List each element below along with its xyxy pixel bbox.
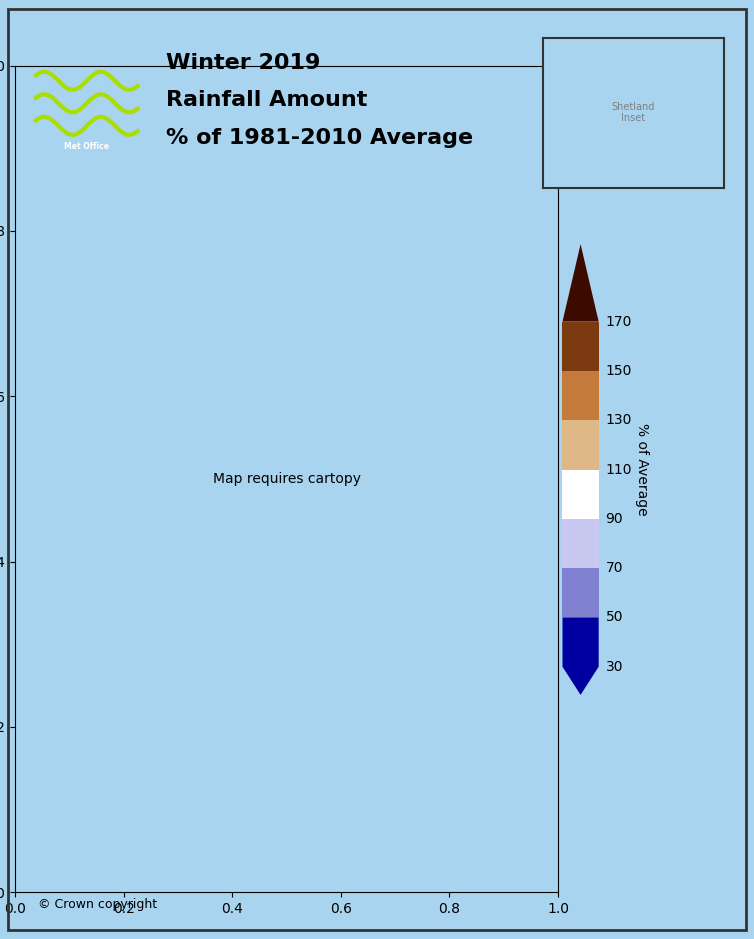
Text: Map requires cartopy: Map requires cartopy <box>213 472 360 485</box>
Text: 70: 70 <box>605 562 623 575</box>
Text: % of 1981-2010 Average: % of 1981-2010 Average <box>166 128 473 148</box>
Polygon shape <box>562 568 599 618</box>
Polygon shape <box>562 371 599 420</box>
Text: 30: 30 <box>605 660 623 673</box>
Polygon shape <box>562 244 599 321</box>
Text: % of Average: % of Average <box>635 423 648 516</box>
Text: © Crown copyright: © Crown copyright <box>38 898 157 911</box>
Text: 130: 130 <box>605 413 632 427</box>
Text: 90: 90 <box>605 512 623 526</box>
Text: 170: 170 <box>605 315 632 329</box>
Text: Shetland
Inset: Shetland Inset <box>611 101 655 124</box>
Polygon shape <box>562 518 599 568</box>
Polygon shape <box>562 420 599 470</box>
Text: 110: 110 <box>605 463 632 476</box>
Text: Winter 2019: Winter 2019 <box>166 53 320 72</box>
Text: Met Office: Met Office <box>64 142 109 150</box>
Polygon shape <box>562 321 599 371</box>
Polygon shape <box>562 618 599 695</box>
Text: 150: 150 <box>605 364 632 377</box>
Polygon shape <box>562 470 599 518</box>
Text: Rainfall Amount: Rainfall Amount <box>166 90 367 110</box>
Text: 50: 50 <box>605 610 623 624</box>
